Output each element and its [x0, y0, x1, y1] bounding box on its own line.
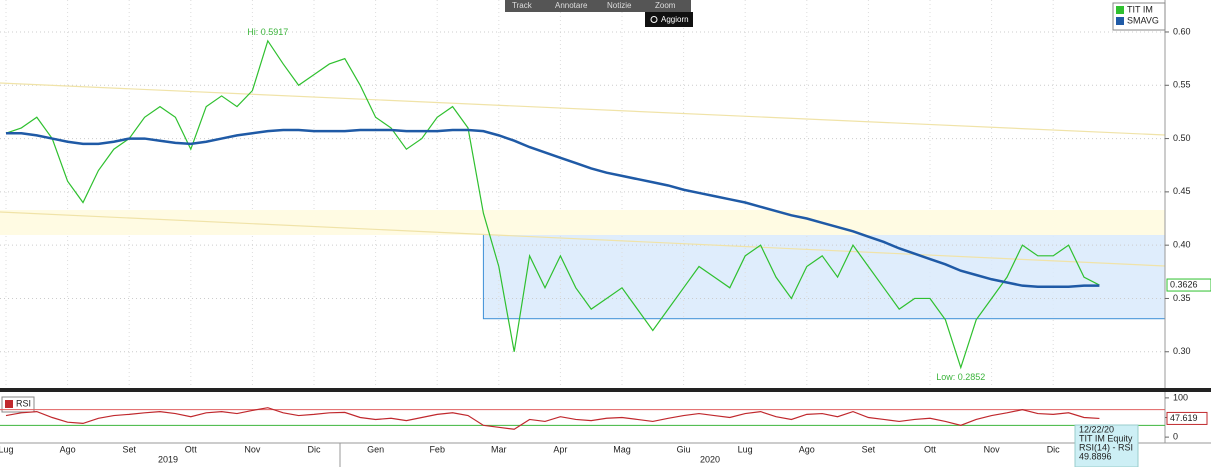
y-tick-label: 0.35 [1173, 293, 1191, 303]
tooltip-line: RSI(14) - RSI [1079, 442, 1133, 452]
last-value-box [1166, 411, 1208, 425]
x-tick-label: Nov [244, 444, 261, 454]
x-tick-label: Ago [60, 444, 76, 454]
series-line [5, 407, 1100, 430]
y-tick-label: 0.55 [1173, 80, 1191, 90]
tooltip-line: 12/22/20 [1079, 424, 1114, 434]
toolbar: Track Annotare Notizie Zoom Aggiorn [505, 0, 693, 27]
y-tick-label: 0 [1173, 431, 1178, 441]
y-tick-label: 0.40 [1173, 240, 1191, 250]
y-tick-label: 0.30 [1173, 346, 1191, 356]
legend-swatch [1116, 6, 1124, 14]
x-tick-label: Lug [738, 444, 753, 454]
y-tick-label: 100 [1173, 392, 1188, 402]
year-label: 2019 [158, 454, 178, 464]
x-tick-label: Lug [0, 444, 14, 454]
x-tick-label: Nov [984, 444, 1001, 454]
tooltip [1074, 424, 1139, 467]
x-tick-label: Set [862, 444, 876, 454]
legend-label: SMAVG [1127, 15, 1159, 25]
series-line [6, 128, 1100, 288]
legend-label: RSI [16, 398, 31, 408]
x-tick-label: Dic [308, 444, 321, 454]
legend-swatch [5, 400, 13, 408]
refresh-icon [650, 16, 658, 23]
refresh-button[interactable]: Aggiorn [661, 15, 689, 24]
last-value-box [1166, 278, 1211, 292]
y-tick-label: 0.60 [1173, 26, 1191, 36]
x-tick-label: Feb [429, 444, 445, 454]
toolbar-button[interactable]: Track [512, 1, 533, 10]
tooltip-line: TIT IM Equity [1079, 433, 1133, 443]
channel [482, 234, 1166, 320]
x-tick-label: Giu [677, 444, 691, 454]
legend-label: TIT IM [1127, 4, 1153, 14]
x-tick-label: Apr [553, 444, 567, 454]
trend-line [0, 211, 1166, 267]
panel-divider [0, 388, 1211, 392]
x-tick-label: Mag [613, 444, 631, 454]
year-label: 2020 [700, 454, 720, 464]
toolbar-button[interactable]: Notizie [607, 1, 632, 10]
x-tick-label: Ago [799, 444, 815, 454]
x-tick-label: Mar [491, 444, 507, 454]
x-tick-label: Set [122, 444, 136, 454]
toolbar-bg [505, 0, 691, 12]
annotation: Hi: 0.5917 [247, 27, 288, 37]
x-tick-label: Gen [367, 444, 384, 454]
toolbar-button[interactable]: Zoom [655, 1, 676, 10]
last-value-label: 47.619 [1170, 413, 1198, 423]
toolbar-button[interactable]: Annotare [555, 1, 588, 10]
annotation: Low: 0.2852 [936, 372, 985, 382]
refresh-button-bg[interactable] [645, 12, 693, 27]
last-value-label: 0.3626 [1170, 279, 1198, 289]
x-tick-label: Ott [924, 444, 937, 454]
y-tick-label: 0.45 [1173, 186, 1191, 196]
y-tick-label: 0.50 [1173, 133, 1191, 143]
legend-swatch [1116, 17, 1124, 25]
x-tick-label: Dic [1047, 444, 1060, 454]
x-tick-label: Ott [185, 444, 198, 454]
highlight-band [0, 210, 1165, 235]
tooltip-line: 49.8896 [1079, 451, 1112, 461]
trend-line [0, 82, 1166, 136]
